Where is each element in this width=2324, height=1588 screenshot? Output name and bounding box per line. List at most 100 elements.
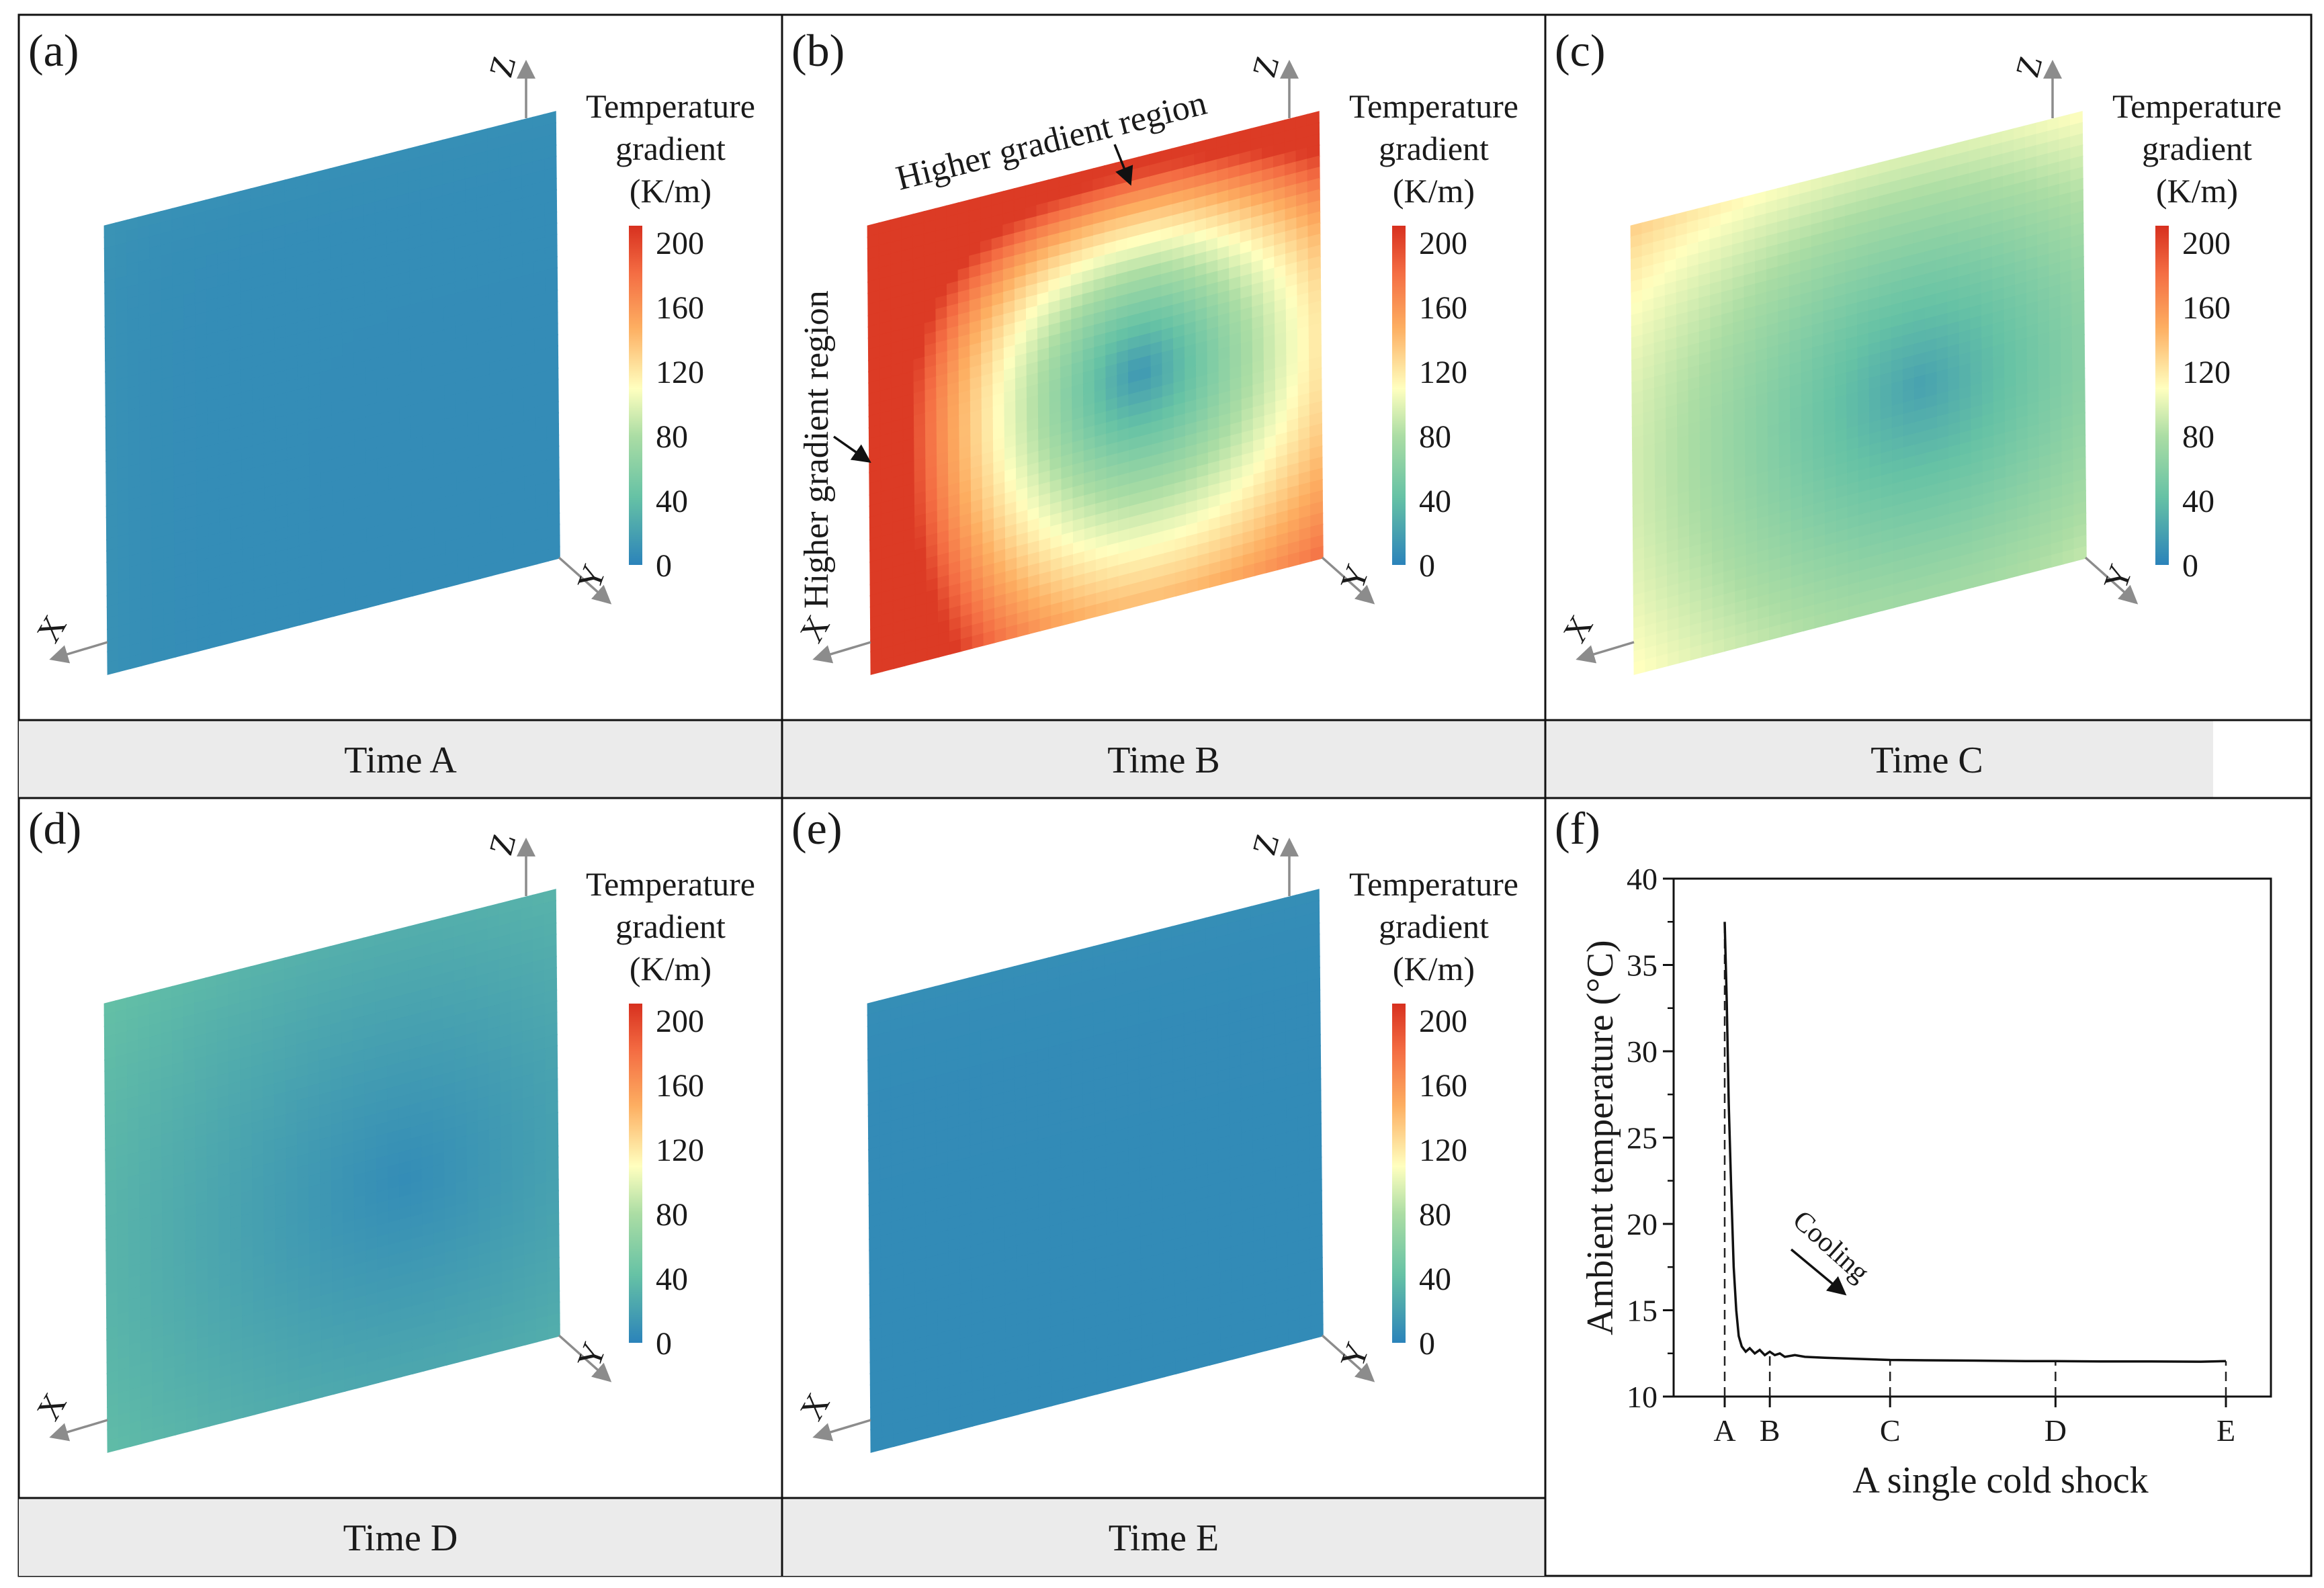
panel-grid xyxy=(17,13,2313,1577)
colorbar-ramp xyxy=(1392,226,1406,565)
panel-b: (b) Z Y X Temperature gradient (K/m) 200 160 120 8… xyxy=(791,25,1518,781)
colorbar-tick-label: 160 xyxy=(2182,290,2231,326)
colorbar-tick-label: 160 xyxy=(1419,1068,1467,1104)
colorbar-title: (K/m) xyxy=(1393,950,1475,987)
colorbar-tick-label: 120 xyxy=(1419,1133,1467,1168)
colorbar-tick-label: 80 xyxy=(656,419,688,455)
z-axis-label: Z xyxy=(482,830,523,859)
colorbar-title: (K/m) xyxy=(630,172,712,210)
plot-frame xyxy=(1672,877,2272,1398)
panel-label: (c) xyxy=(1555,25,1605,76)
x-axis-label: X xyxy=(29,1386,74,1426)
colorbar-tick-label: 120 xyxy=(2182,355,2231,390)
x-tick-label: A xyxy=(1713,1413,1735,1448)
colorbar-tick-label: 160 xyxy=(656,1068,704,1104)
y-tick-label: 25 xyxy=(1627,1121,1658,1155)
panel-label: (d) xyxy=(28,803,81,854)
panel-a: (a) Z Y X Temperature gradient (K/m) 200 160 120 8… xyxy=(28,25,755,781)
panel-caption: Time C xyxy=(1870,740,1983,781)
cooling-annotation: Cooling xyxy=(1787,1204,1875,1288)
gradient-surface xyxy=(103,889,560,1453)
colorbar-tick-label: 200 xyxy=(2182,226,2231,261)
colorbar-ramp xyxy=(2155,226,2169,565)
colorbar-tick-label: 0 xyxy=(1419,1326,1435,1362)
y-tick-label: 10 xyxy=(1627,1380,1658,1414)
colorbar-tick-label: 200 xyxy=(656,1004,704,1039)
y-axis-label: Y xyxy=(570,560,613,595)
gradient-surface xyxy=(867,889,1324,1453)
colorbar-tick-label: 200 xyxy=(1419,226,1467,261)
colorbar-tick-label: 200 xyxy=(656,226,704,261)
panel-caption: Time E xyxy=(1109,1517,1219,1559)
panel-e: (e) Z Y X Temperature gradient (K/m) 200 160 120 8… xyxy=(791,803,1518,1559)
x-tick-label: D xyxy=(2045,1413,2067,1448)
colorbar-ramp xyxy=(629,226,642,565)
panel-label: (a) xyxy=(28,25,79,76)
panel-caption: Time B xyxy=(1107,740,1220,781)
colorbar-title: Temperature xyxy=(586,865,755,903)
colorbar: Temperature gradient (K/m) 200 160 120 80 40 0 xyxy=(586,87,755,584)
colorbar-tick-label: 40 xyxy=(656,484,688,519)
colorbar-title: (K/m) xyxy=(630,950,712,987)
colorbar-tick-label: 40 xyxy=(1419,484,1451,519)
colorbar: Temperature gradient (K/m) 200 160 120 80 40 0 xyxy=(2112,87,2282,584)
colorbar-tick-label: 0 xyxy=(656,548,672,584)
colorbar-title: Temperature xyxy=(2112,87,2282,125)
y-tick-label: 20 xyxy=(1627,1207,1658,1241)
colorbar-title: gradient xyxy=(2142,130,2252,167)
colorbar: Temperature gradient (K/m) 200 160 120 80 40 0 xyxy=(1349,87,1518,584)
colorbar-tick-label: 0 xyxy=(656,1326,672,1362)
colorbar-tick-label: 80 xyxy=(2182,419,2214,455)
colorbar-title: gradient xyxy=(1379,908,1489,945)
colorbar-title: gradient xyxy=(615,130,726,167)
colorbar-tick-label: 120 xyxy=(1419,355,1467,390)
colorbar-tick-label: 80 xyxy=(1419,1197,1451,1233)
colorbar-title: Temperature xyxy=(1349,87,1518,125)
colorbar-tick-label: 160 xyxy=(1419,290,1467,326)
colorbar: Temperature gradient (K/m) 200 160 120 80 40 0 xyxy=(1349,865,1518,1362)
y-axis-label: Y xyxy=(1333,560,1377,595)
colorbar-tick-label: 0 xyxy=(1419,548,1435,584)
y-axis-title: Ambient temperature (°C) xyxy=(1580,940,1621,1335)
colorbar-tick-label: 160 xyxy=(656,290,704,326)
x-axis-label: X xyxy=(29,609,74,648)
colorbar-title: Temperature xyxy=(1349,865,1518,903)
series-line-ambient-temperature xyxy=(1723,922,2227,1363)
x-tick-label: C xyxy=(1880,1413,1901,1448)
y-tick-label: 30 xyxy=(1627,1034,1658,1069)
colorbar-title: (K/m) xyxy=(2156,172,2238,210)
annotation-left: Higher gradient region xyxy=(798,290,836,609)
y-tick-label: 15 xyxy=(1627,1294,1658,1328)
colorbar-ramp xyxy=(1392,1004,1406,1343)
caption-bar-row1 xyxy=(19,720,2213,798)
x-tick-label: E xyxy=(2217,1413,2235,1448)
chart-panel-f: (f) 10 15 20 25 30 35 40 A B C D E Cooling A single co… xyxy=(1555,803,2272,1501)
y-tick-label: 40 xyxy=(1627,862,1658,896)
z-axis-label: Z xyxy=(1245,830,1287,859)
x-tick-label: B xyxy=(1760,1413,1780,1448)
x-axis-label: X xyxy=(792,609,837,648)
y-tick-label: 35 xyxy=(1627,949,1658,983)
panel-label: (f) xyxy=(1555,803,1600,854)
colorbar-title: gradient xyxy=(615,908,726,945)
panel-c: (c) Z Y X Temperature gradient (K/m) 200 160 120 8… xyxy=(1555,25,2282,781)
panel-label: (b) xyxy=(791,25,845,76)
colorbar-tick-label: 80 xyxy=(656,1197,688,1233)
y-axis-label: Y xyxy=(570,1337,613,1373)
x-axis-label: X xyxy=(792,1386,837,1426)
z-axis-label: Z xyxy=(1245,52,1287,81)
colorbar-tick-label: 120 xyxy=(656,1133,704,1168)
colorbar: Temperature gradient (K/m) 200 160 120 80 40 0 xyxy=(586,865,755,1362)
x-axis-label: X xyxy=(1555,609,1600,648)
z-axis-label: Z xyxy=(482,52,523,81)
colorbar-tick-label: 40 xyxy=(656,1262,688,1297)
colorbar-ramp xyxy=(629,1004,642,1343)
colorbar-tick-label: 80 xyxy=(1419,419,1451,455)
gradient-surface xyxy=(103,111,560,675)
colorbar-title: Temperature xyxy=(586,87,755,125)
colorbar-title: gradient xyxy=(1379,130,1489,167)
panel-caption: Time D xyxy=(343,1517,458,1559)
colorbar-tick-label: 200 xyxy=(1419,1004,1467,1039)
colorbar-title: (K/m) xyxy=(1393,172,1475,210)
